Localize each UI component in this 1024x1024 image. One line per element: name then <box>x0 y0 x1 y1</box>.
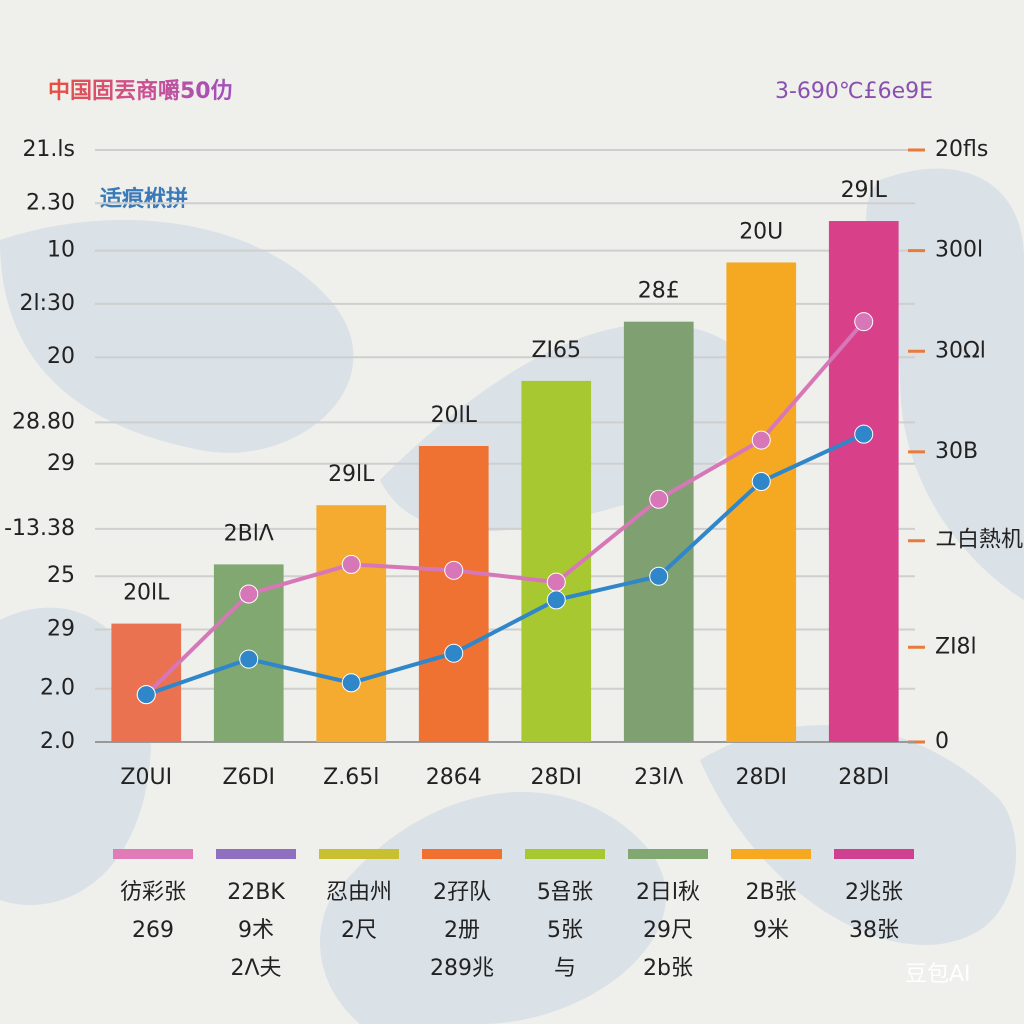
y2-tick-label: 30Ωl <box>935 338 986 363</box>
bar <box>623 321 694 742</box>
y-tick-label: 21.ls <box>22 137 75 162</box>
line-series <box>144 320 866 697</box>
legend-label: 38张 <box>849 918 899 943</box>
line-point <box>546 572 566 592</box>
data-label: 29lL <box>328 462 375 487</box>
x-tick-label: 23lΛ <box>634 765 683 790</box>
legend-label: 2孖队 <box>433 880 491 905</box>
data-label: 20lL <box>431 403 478 428</box>
legend-label: 5张 <box>547 918 583 943</box>
legend-label: 2尺 <box>341 918 377 943</box>
corner-note: 3-690℃£6e9E <box>775 79 933 104</box>
line-point <box>546 590 566 610</box>
y2-tick-label: ZI8l <box>935 634 977 659</box>
y-tick-label: 29 <box>47 451 75 476</box>
x-tick-label: 28DI <box>531 765 582 790</box>
legend-label: 29尺 <box>643 918 693 943</box>
chart-title: 中国固丟商嚼50仂 <box>48 78 233 104</box>
y-tick-label: -13.38 <box>4 516 75 541</box>
bar <box>828 221 899 743</box>
line-point <box>341 554 361 574</box>
data-label: 28£ <box>638 279 680 304</box>
y-tick-label: 28.80 <box>12 409 75 434</box>
line-point <box>854 312 874 332</box>
data-label: 2BlΛ <box>224 521 274 546</box>
line-point <box>854 424 874 444</box>
y-tick-label: 2.0 <box>40 676 75 701</box>
line-series <box>145 432 865 697</box>
line-point <box>444 560 464 580</box>
x-tick-label: 28Dl <box>838 765 889 790</box>
data-label: 29lL <box>841 178 888 203</box>
bar <box>316 505 387 742</box>
data-label: 20lL <box>123 581 170 606</box>
subtitle: 适痕栿拼 <box>100 186 188 212</box>
legend-swatch <box>628 849 708 859</box>
legend-label: 与 <box>554 956 576 981</box>
y-tick-label: 25 <box>47 563 75 588</box>
y-tick-label: 2.0 <box>40 729 75 754</box>
y-tick-label: 20 <box>47 344 75 369</box>
x-tick-label: 28DI <box>736 765 787 790</box>
legend-label: 2Λ夫 <box>230 956 281 981</box>
legend-label: 忍由州 <box>326 880 392 905</box>
line-point <box>751 472 771 492</box>
legend-swatch <box>422 849 502 859</box>
legend-label: 2b张 <box>643 956 693 981</box>
x-tick-label: Z0UI <box>120 765 172 790</box>
x-tick-label: Z6DI <box>223 765 276 790</box>
legend-label: 269 <box>132 918 174 943</box>
y-tick-label: 10 <box>47 238 75 263</box>
legend-label: 2册 <box>444 918 480 943</box>
legend-swatch <box>319 849 399 859</box>
legend-label: 22BK <box>227 880 285 905</box>
legend-label: 9米 <box>753 918 789 943</box>
line-point <box>649 489 669 509</box>
line-point <box>136 685 156 705</box>
y2-tick-label: 300l <box>935 238 983 263</box>
legend-label: 9术 <box>238 918 274 943</box>
legend-swatch <box>834 849 914 859</box>
y2-tick-label: ユ白熱机 <box>935 528 1023 553</box>
legend-label: 2日l秋 <box>636 880 700 905</box>
y-tick-label: 2.30 <box>26 190 75 215</box>
legend-label: 2兆张 <box>845 880 903 905</box>
line-point <box>649 566 669 586</box>
legend-swatch <box>525 849 605 859</box>
y2-tick-label: 0 <box>935 729 949 754</box>
bar <box>111 623 182 742</box>
y-tick-label: 29 <box>47 617 75 642</box>
legend-swatch <box>216 849 296 859</box>
legend-label: 289兆 <box>430 956 494 981</box>
legend-label: 5욥张 <box>537 880 593 905</box>
x-tick-label: 2864 <box>426 765 482 790</box>
data-label: 20U <box>739 219 783 244</box>
line-point <box>341 673 361 693</box>
line-point <box>239 649 259 669</box>
legend-swatch <box>731 849 811 859</box>
line-point <box>444 643 464 663</box>
x-tick-label: Z.65l <box>323 765 379 790</box>
data-label: ZI65 <box>531 338 581 363</box>
line-point <box>239 584 259 604</box>
watermark: 豆包AI <box>905 962 971 987</box>
line-point <box>751 430 771 450</box>
legend-swatch <box>113 849 193 859</box>
y2-tick-label: 20fls <box>935 137 988 162</box>
legend-label: 彷彩张 <box>120 880 186 905</box>
legend-label: 2B张 <box>745 880 796 905</box>
bar <box>418 446 489 742</box>
y-tick-label: 2l:30 <box>19 291 75 316</box>
y2-tick-label: 30B <box>935 439 978 464</box>
